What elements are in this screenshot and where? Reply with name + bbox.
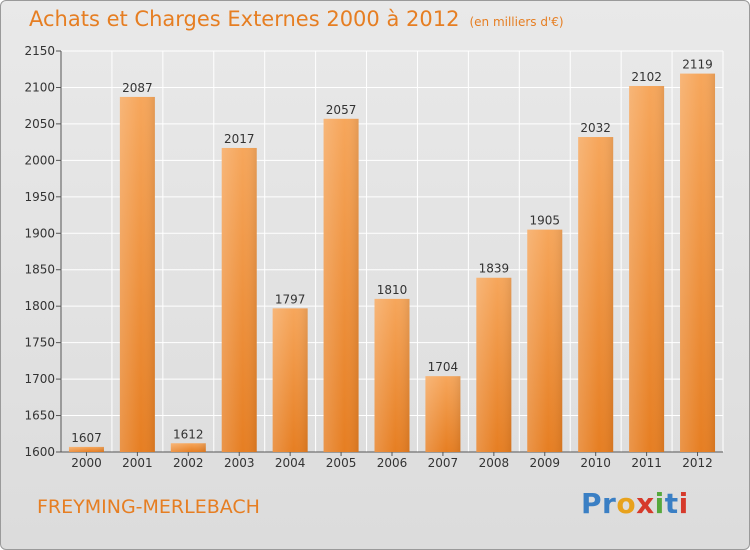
proxiti-logo: Proxiti xyxy=(581,487,689,520)
value-label: 2102 xyxy=(631,70,662,84)
bar-shading xyxy=(578,137,614,453)
value-label: 1905 xyxy=(529,214,560,228)
value-label: 2057 xyxy=(326,103,357,117)
y-tick-label: 1950 xyxy=(24,190,55,204)
commune-name: FREYMING-MERLEBACH xyxy=(37,496,260,518)
bars xyxy=(68,73,716,453)
bar-shading xyxy=(374,298,410,452)
value-label: 2087 xyxy=(122,81,153,95)
x-tick-label: 2006 xyxy=(377,456,408,470)
y-tick-label: 1700 xyxy=(24,372,55,386)
value-label: 1612 xyxy=(173,427,204,441)
y-tick-label: 2050 xyxy=(24,117,55,131)
bar-shading xyxy=(272,308,308,452)
bar-shading xyxy=(476,277,512,452)
y-tick-label: 1750 xyxy=(24,336,55,350)
x-tick-label: 2005 xyxy=(326,456,357,470)
bar-shading xyxy=(629,85,665,452)
y-tick-label: 2000 xyxy=(24,153,55,167)
logo-letter: i xyxy=(678,487,689,520)
y-tick-label: 1650 xyxy=(24,409,55,423)
bar-shading xyxy=(425,376,461,452)
bar-shading xyxy=(170,443,206,452)
bar-shading xyxy=(68,446,104,452)
value-label: 2119 xyxy=(682,58,713,72)
x-tick-label: 2012 xyxy=(682,456,713,470)
data-labels: 1607 2000 2087 2001 1612 2002 2017 2003 1797 2004… xyxy=(71,58,713,470)
logo-letter: o xyxy=(616,487,637,520)
x-tick-label: 2002 xyxy=(173,456,204,470)
x-tick-label: 2010 xyxy=(580,456,611,470)
logo-letter: r xyxy=(602,487,617,520)
y-tick-label: 1900 xyxy=(24,226,55,240)
value-label: 1607 xyxy=(71,431,102,445)
value-label: 1839 xyxy=(479,262,510,276)
x-tick-label: 2011 xyxy=(631,456,662,470)
title-text: Achats et Charges Externes 2000 à 2012 xyxy=(29,7,460,31)
y-tick-label: 2100 xyxy=(24,80,55,94)
bar-shading xyxy=(527,229,563,452)
value-label: 2017 xyxy=(224,132,255,146)
x-tick-label: 2007 xyxy=(428,456,459,470)
x-tick-label: 2001 xyxy=(122,456,153,470)
x-tick-label: 2008 xyxy=(479,456,510,470)
x-tick-label: 2000 xyxy=(71,456,102,470)
logo-letter: i xyxy=(654,487,665,520)
chart-subtitle: (en milliers d'€) xyxy=(469,15,564,29)
bar-shading xyxy=(221,147,257,452)
bar-shading xyxy=(119,96,155,452)
y-tick-label: 1850 xyxy=(24,263,55,277)
logo-letter: x xyxy=(636,487,655,520)
logo-letter: P xyxy=(581,487,603,520)
x-tick-label: 2004 xyxy=(275,456,306,470)
chart-title: Achats et Charges Externes 2000 à 2012 (e… xyxy=(29,7,564,31)
x-tick-label: 2009 xyxy=(529,456,560,470)
bar-shading xyxy=(680,73,716,453)
value-label: 1810 xyxy=(377,283,408,297)
y-tick-label: 1600 xyxy=(24,445,55,459)
logo-letter: t xyxy=(664,487,679,520)
value-label: 2032 xyxy=(580,121,611,135)
value-label: 1797 xyxy=(275,292,306,306)
x-tick-label: 2003 xyxy=(224,456,255,470)
value-label: 1704 xyxy=(428,360,459,374)
y-tick-label: 1800 xyxy=(24,299,55,313)
y-tick-label: 2150 xyxy=(24,44,55,58)
bar-shading xyxy=(323,118,359,453)
